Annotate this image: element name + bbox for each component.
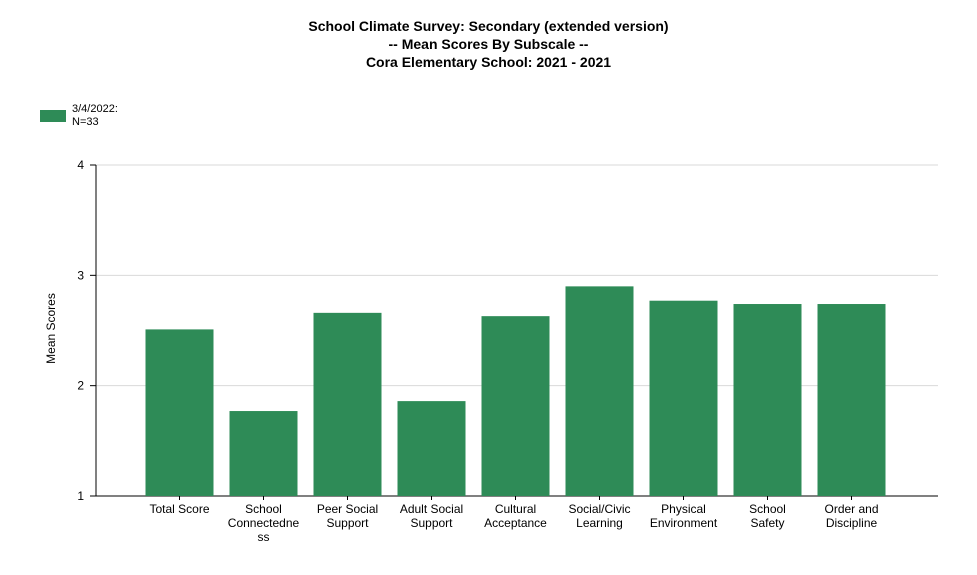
x-tick-label-1-0: School — [245, 502, 282, 516]
x-tick-label-5-1: Learning — [576, 516, 623, 530]
x-tick-label-1-2: ss — [258, 530, 270, 544]
bar-8 — [817, 304, 886, 496]
bar-6 — [649, 300, 718, 496]
bar-1 — [229, 411, 298, 496]
y-tick-label-1: 1 — [77, 489, 84, 503]
x-tick-label-7-1: Safety — [750, 516, 784, 530]
legend-swatch — [40, 110, 66, 122]
chart-title-line-3: Cora Elementary School: 2021 - 2021 — [365, 54, 612, 70]
x-tick-label-3-1: Support — [410, 516, 453, 530]
x-tick-label-0-0: Total Score — [149, 502, 209, 516]
bar-5 — [565, 286, 634, 496]
x-tick-label-2-0: Peer Social — [317, 502, 378, 516]
legend-label-line-2: N=33 — [72, 116, 99, 128]
x-tick-label-4-0: Cultural — [495, 502, 536, 516]
y-tick-label-2: 2 — [77, 379, 84, 393]
chart-title: School Climate Survey: Secondary (extend… — [0, 17, 977, 71]
chart-title-line-1: School Climate Survey: Secondary (extend… — [308, 18, 669, 34]
x-tick-label-6-1: Environment — [650, 516, 718, 530]
x-tick-label-1-1: Connectedne — [228, 516, 300, 530]
x-tick-label-8-1: Discipline — [826, 516, 878, 530]
y-axis-title: Mean Scores — [44, 293, 58, 364]
y-tick-label-3: 3 — [77, 268, 84, 282]
x-tick-label-4-1: Acceptance — [484, 516, 547, 530]
x-tick-label-2-1: Support — [326, 516, 369, 530]
x-tick-label-3-0: Adult Social — [400, 502, 463, 516]
bar-0 — [145, 329, 214, 496]
y-tick-label-4: 4 — [77, 158, 84, 172]
bar-7 — [733, 304, 802, 496]
bar-3 — [397, 401, 466, 496]
x-tick-label-7-0: School — [749, 502, 786, 516]
x-tick-label-6-0: Physical — [661, 502, 706, 516]
bar-4 — [481, 316, 550, 496]
bar-2 — [313, 312, 382, 496]
legend-label-line-1: 3/4/2022: — [72, 103, 118, 115]
bars — [145, 286, 886, 496]
legend-label: 3/4/2022: N=33 — [72, 103, 118, 129]
chart-title-line-2: -- Mean Scores By Subscale -- — [388, 36, 589, 52]
x-tick-label-8-0: Order and — [824, 502, 878, 516]
x-tick-label-5-0: Social/Civic — [568, 502, 630, 516]
